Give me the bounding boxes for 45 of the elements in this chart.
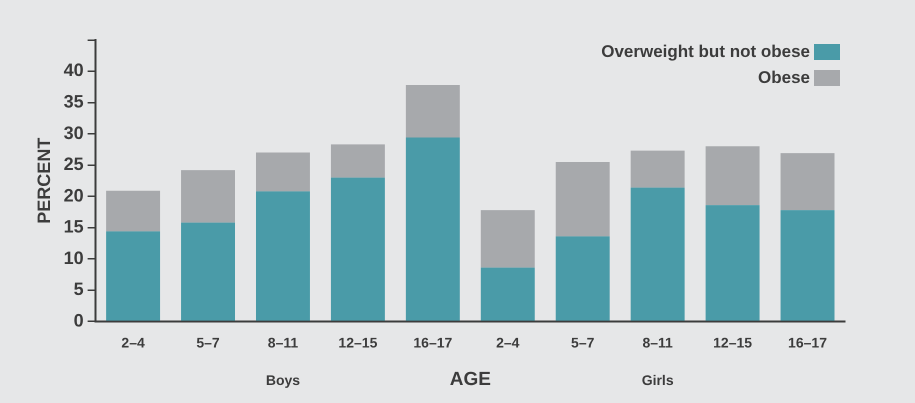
bar [330,144,385,178]
bar [630,150,685,188]
bar [406,85,460,138]
y-tick-label: 35 [64,92,84,112]
x-tick-label: 2–4 [496,334,520,351]
x-tick-label: 5–7 [571,334,595,351]
bar [480,210,535,268]
bar [330,178,385,321]
bar [556,162,610,236]
x-tick-label: 16–17 [413,334,453,351]
bar [181,222,236,321]
bar [706,146,760,206]
legend-label: Obese [758,68,810,88]
x-tick-label: 12–15 [713,334,752,351]
bar [256,191,310,321]
bar [256,152,310,192]
bar [106,231,160,321]
x-tick-label: 2–4 [121,334,145,351]
y-tick-label: 20 [64,185,84,206]
y-tick-label: 30 [64,122,84,143]
y-tick-label: 5 [74,279,84,300]
x-tick-label: 8–11 [642,334,674,351]
y-tick-label: 15 [64,216,84,237]
text: Boys [266,372,300,388]
x-tick-label: 8–11 [268,334,298,351]
bar [480,268,535,321]
y-tick-label: 10 [64,248,84,268]
bar [706,205,760,321]
bar [181,170,236,223]
bar [630,188,685,321]
bar [406,138,460,321]
x-axis-title: AGE [450,368,491,390]
bar [556,236,610,321]
y-axis-title: PERCENT [34,138,54,224]
y-tick-label: 0 [74,310,84,330]
y-tick-label: 25 [64,154,84,174]
x-tick-label: 5–7 [196,334,220,351]
legend-label: Overweight but not obese [601,42,810,62]
bar [780,153,835,210]
text: Girls [642,372,674,388]
bar [780,210,835,321]
bar [106,190,160,232]
x-tick-label: 12–15 [338,334,378,351]
x-tick-label: 16–17 [788,334,828,351]
y-tick-label: 40 [64,60,84,80]
